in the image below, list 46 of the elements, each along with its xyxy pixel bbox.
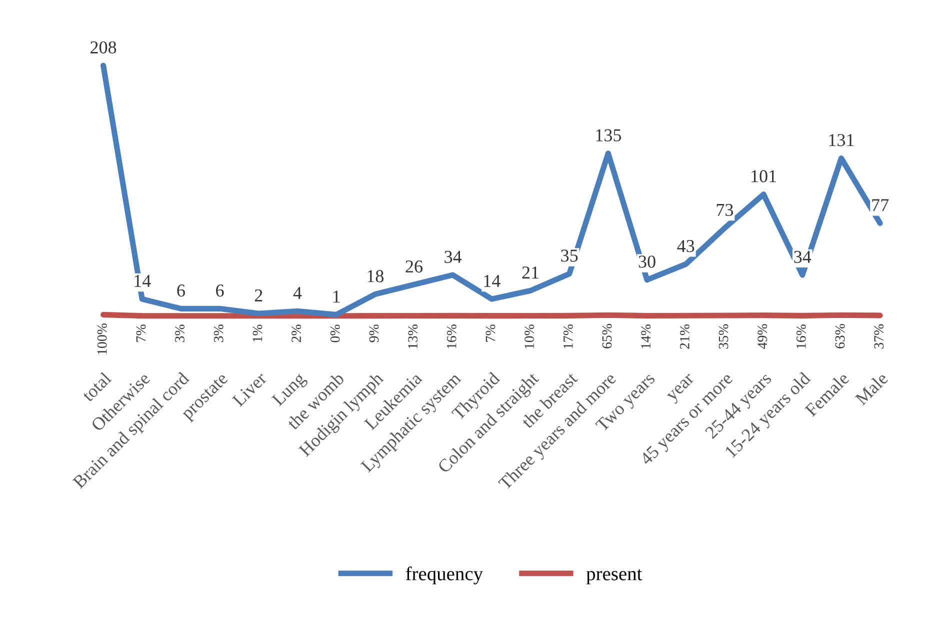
data-label: 13% (408, 324, 418, 348)
data-label: 14% (641, 324, 651, 348)
data-label: 43 (677, 240, 694, 252)
data-label: 18 (368, 270, 384, 282)
data-label: 100% (97, 324, 107, 354)
data-label: 35 (561, 250, 578, 262)
data-label: 63% (835, 324, 845, 348)
data-label: 1% (252, 324, 262, 342)
data-label: 9% (369, 324, 379, 342)
data-label: 49% (758, 324, 768, 349)
data-label: 2 (254, 289, 262, 302)
data-label: 131 (829, 134, 854, 146)
data-label: 7% (486, 324, 496, 342)
x-tick-label: Male (854, 371, 889, 406)
data-label: 37% (874, 324, 884, 349)
data-label: 30 (638, 256, 656, 268)
data-label: 65% (602, 324, 612, 348)
data-label: 10% (524, 324, 534, 348)
data-label: 16% (446, 324, 456, 348)
legend-label: frequency (406, 566, 483, 584)
data-label: 3% (175, 324, 184, 342)
data-label: 21 (522, 266, 538, 278)
data-label: 73 (716, 204, 734, 216)
data-label: 101 (752, 170, 776, 182)
data-label: 26 (406, 260, 422, 273)
data-label: 34 (444, 250, 462, 263)
data-label: 208 (90, 41, 116, 54)
data-label: 2% (292, 324, 301, 342)
legend-label: present (586, 569, 642, 584)
x-tick-label: year (666, 374, 698, 404)
data-label: 0% (330, 324, 340, 342)
data-label: 135 (596, 129, 622, 142)
data-label: 14 (134, 274, 151, 287)
data-label: 35% (718, 324, 728, 349)
data-label: 3% (214, 324, 224, 342)
data-label: 14 (484, 274, 500, 287)
data-label: 34 (794, 250, 812, 263)
data-label: 77 (872, 199, 889, 212)
data-label: 6 (177, 284, 185, 297)
data-label: 21% (680, 324, 690, 349)
data-label: 4 (293, 287, 302, 299)
data-label: 6 (216, 284, 224, 297)
data-label: 16% (796, 324, 806, 348)
data-label: 17% (563, 324, 573, 348)
data-label: 7% (136, 324, 146, 342)
data-label: 1 (333, 290, 340, 303)
